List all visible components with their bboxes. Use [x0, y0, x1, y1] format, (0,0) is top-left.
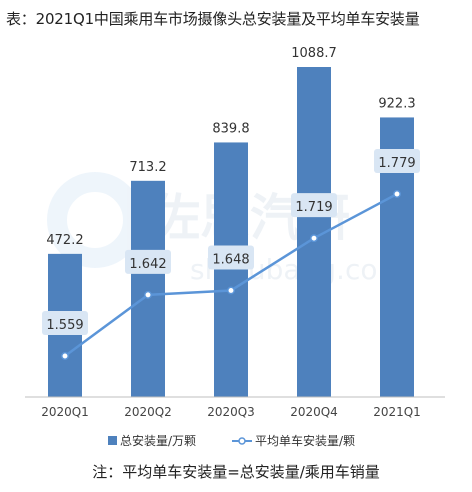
- x-tick-2020Q1: 2020Q1: [41, 405, 89, 419]
- bar-label-2020Q2: 713.2: [129, 160, 166, 175]
- line-label-2020Q2: 1.642: [129, 257, 166, 272]
- chart: 佐思汽研 shujubang.com 472.2713.2839.81088.7…: [25, 46, 445, 448]
- legend-bar-label: 总安装量/万颗: [120, 433, 196, 448]
- line-label-box-2020Q3: [208, 245, 254, 270]
- line-label-box-2021Q1: [374, 149, 420, 173]
- line-point-2020Q4: [310, 234, 318, 243]
- line-label-2020Q1: 1.559: [46, 318, 83, 333]
- bar-label-2021Q1: 922.3: [378, 96, 415, 111]
- bar-2020Q2: [131, 180, 165, 397]
- footnote: 注：平均单车安装量=总安装量/乘用车销量: [92, 463, 380, 481]
- legend: 总安装量/万颗 平均单车安装量/颗: [108, 433, 355, 448]
- x-tick-2020Q4: 2020Q4: [290, 405, 338, 419]
- line-label-2020Q4: 1.719: [295, 200, 332, 215]
- labels-layer: 472.2 713.2 839.8 1088.7 922.3 1.559 1.642 1.64…: [42, 46, 420, 335]
- bar-label-2020Q3: 839.8: [212, 121, 249, 136]
- bar-2020Q3: [214, 142, 248, 397]
- bar-label-2020Q4: 1088.7: [291, 46, 337, 61]
- x-tick-2021Q1: 2021Q1: [373, 405, 421, 419]
- line-point-2020Q1: [61, 352, 69, 360]
- legend-line-label: 平均单车安装量/颗: [255, 433, 355, 448]
- line-point-2020Q2: [144, 290, 152, 299]
- legend-line-marker: [238, 437, 246, 445]
- legend-bar-swatch: [108, 436, 117, 445]
- line-point-2021Q1: [393, 190, 401, 198]
- x-tick-2020Q3: 2020Q3: [207, 405, 255, 419]
- bar-label-2020Q1: 472.2: [46, 233, 83, 248]
- line-label-2021Q1: 1.779: [378, 156, 415, 171]
- bars-layer: [48, 67, 414, 397]
- line-point-2020Q3: [227, 286, 235, 295]
- line-label-2020Q3: 1.648: [212, 252, 249, 267]
- line-label-box-2020Q1: [42, 311, 88, 335]
- line-label-box-2020Q4: [291, 193, 337, 218]
- chart-title: 表：2021Q1中国乘用车市场摄像头总安装量及平均单车安装量: [6, 10, 420, 28]
- x-tick-labels: 2020Q1 2020Q2 2020Q3 2020Q4 2021Q1: [41, 405, 421, 419]
- line-label-box-2020Q2: [125, 249, 171, 274]
- x-tick-2020Q2: 2020Q2: [124, 405, 172, 419]
- line-layer: [61, 190, 401, 360]
